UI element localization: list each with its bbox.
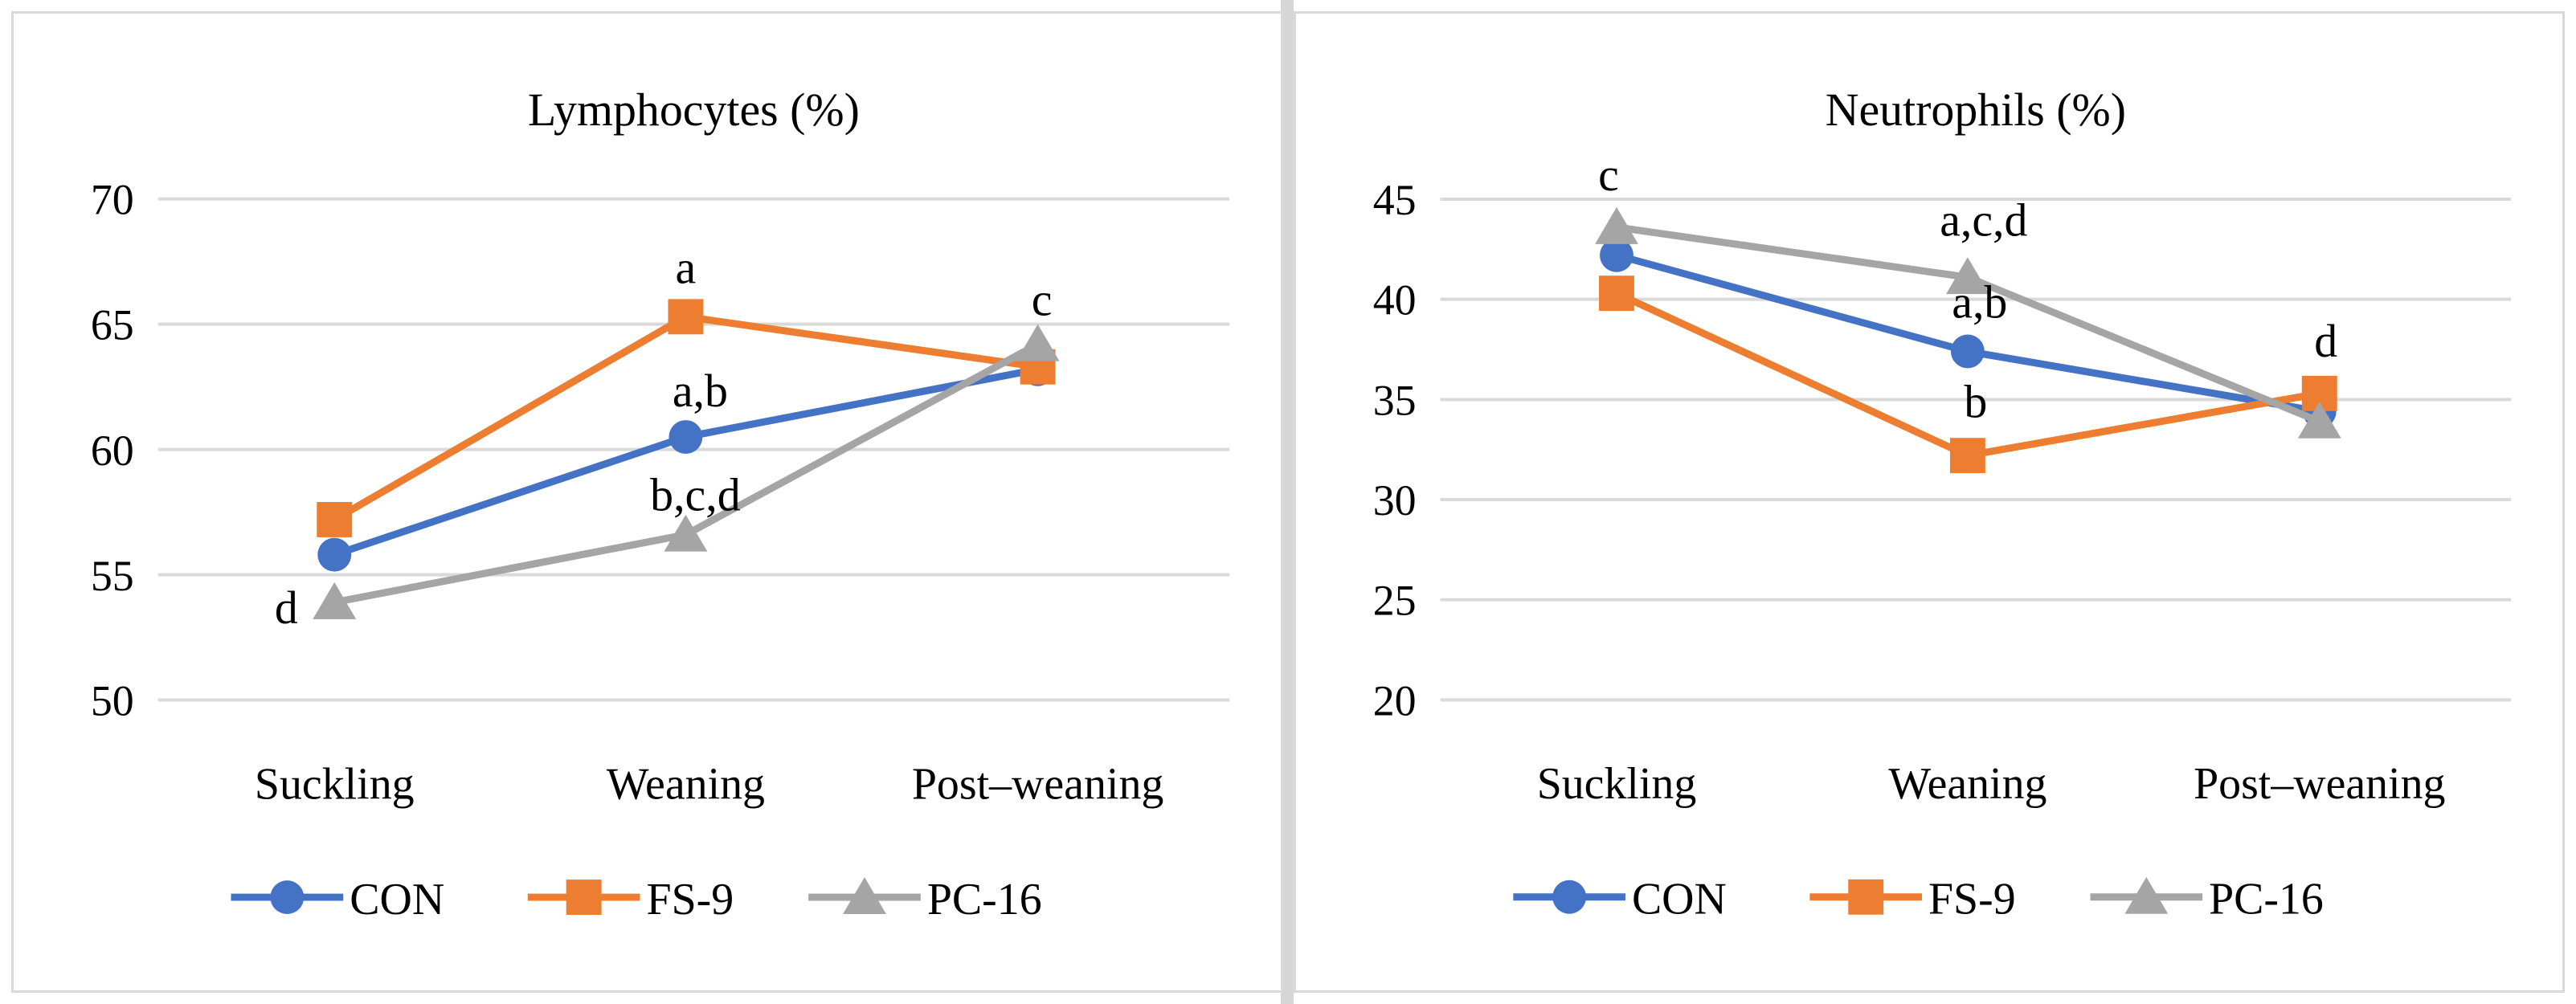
significance-label: d [2314, 315, 2337, 367]
x-label-weaning: Weaning [1888, 759, 2046, 809]
series-layer [313, 299, 1060, 619]
marker-PC-16-1 [1945, 257, 1989, 295]
y-tick: 60 [91, 426, 134, 475]
marker-FS-9-0 [317, 502, 353, 537]
marker-PC-16-0 [1595, 206, 1638, 244]
significance-label: c [1032, 274, 1053, 326]
chart-title: Neutrophils (%) [1826, 84, 2126, 136]
legend: CON FS-9 PC-16 [1513, 875, 2324, 924]
panel-divider [1281, 0, 1294, 1004]
x-axis-labels: Suckling Weaning Post–weaning [255, 759, 1163, 809]
legend: CON FS-9 PC-16 [231, 875, 1042, 924]
x-label-post-weaning: Post–weaning [2194, 759, 2445, 809]
y-tick: 55 [91, 552, 134, 600]
legend-marker-PC-16 [843, 877, 886, 915]
legend-label-CON: CON [350, 875, 444, 924]
marker-FS-9-1 [668, 299, 704, 335]
annotations: d a a,b b,c,d c [275, 241, 1053, 633]
marker-FS-9-1 [1949, 438, 1985, 474]
marker-CON-1 [669, 420, 703, 454]
y-tick: 30 [1373, 476, 1417, 524]
chart-title: Lymphocytes (%) [528, 84, 860, 136]
legend-marker-FS-9 [566, 880, 602, 916]
significance-label: b [1964, 375, 1987, 427]
y-tick: 45 [1373, 176, 1417, 224]
marker-PC-16-2 [1016, 324, 1060, 361]
lymphocytes-chart: 70 65 60 55 50 d a a,b b,c,d c Suckling Wean… [91, 84, 1230, 924]
marker-CON-0 [317, 537, 352, 572]
y-tick: 70 [91, 176, 134, 224]
series-layer [1595, 206, 2341, 474]
legend-label-FS-9: FS-9 [647, 875, 734, 924]
legend-label-PC-16: PC-16 [2209, 875, 2324, 924]
x-label-weaning: Weaning [607, 759, 765, 809]
lymphocytes-panel: 70 65 60 55 50 d a a,b b,c,d c Suckling Wean… [11, 11, 1283, 993]
x-label-post-weaning: Post–weaning [912, 759, 1164, 809]
x-axis-labels: Suckling Weaning Post–weaning [1537, 759, 2446, 809]
marker-PC-16-1 [664, 514, 708, 552]
annotations: c a,c,d a,b b d [1598, 149, 2337, 427]
y-axis-ticks: 45 40 35 30 25 20 [1373, 176, 1417, 724]
legend-label-CON: CON [1632, 875, 1727, 924]
significance-label: b,c,d [650, 469, 741, 521]
marker-CON-1 [1950, 334, 1985, 369]
y-axis-ticks: 70 65 60 55 50 [91, 176, 134, 725]
significance-label: d [275, 582, 298, 634]
marker-PC-16-0 [313, 582, 357, 619]
significance-label: a,c,d [1940, 194, 2027, 246]
x-label-suckling: Suckling [255, 759, 415, 809]
marker-FS-9-0 [1599, 275, 1634, 312]
y-tick: 20 [1373, 676, 1417, 724]
legend-marker-CON [270, 880, 305, 915]
legend-marker-CON [1552, 880, 1587, 914]
significance-label: a,b [1952, 276, 2007, 329]
y-tick: 50 [91, 676, 134, 724]
y-tick: 35 [1373, 376, 1417, 424]
significance-label: a,b [673, 365, 728, 417]
legend-label-PC-16: PC-16 [927, 875, 1042, 924]
legend-marker-FS-9 [1848, 879, 1884, 915]
marker-PC-16-2 [2297, 401, 2341, 439]
x-label-suckling: Suckling [1537, 759, 1697, 809]
y-tick: 25 [1373, 577, 1417, 625]
legend-label-FS-9: FS-9 [1928, 875, 2016, 924]
neutrophils-panel: 45 40 35 30 25 20 c a,c,d a,b b d Suckling W… [1294, 11, 2565, 993]
significance-label: c [1598, 149, 1619, 201]
significance-label: a [676, 241, 697, 293]
y-tick: 40 [1373, 276, 1417, 324]
marker-CON-0 [1600, 238, 1634, 272]
neutrophils-chart: 45 40 35 30 25 20 c a,c,d a,b b d Suckling W… [1373, 84, 2512, 924]
legend-marker-PC-16 [2124, 876, 2169, 914]
y-tick: 65 [91, 300, 134, 349]
